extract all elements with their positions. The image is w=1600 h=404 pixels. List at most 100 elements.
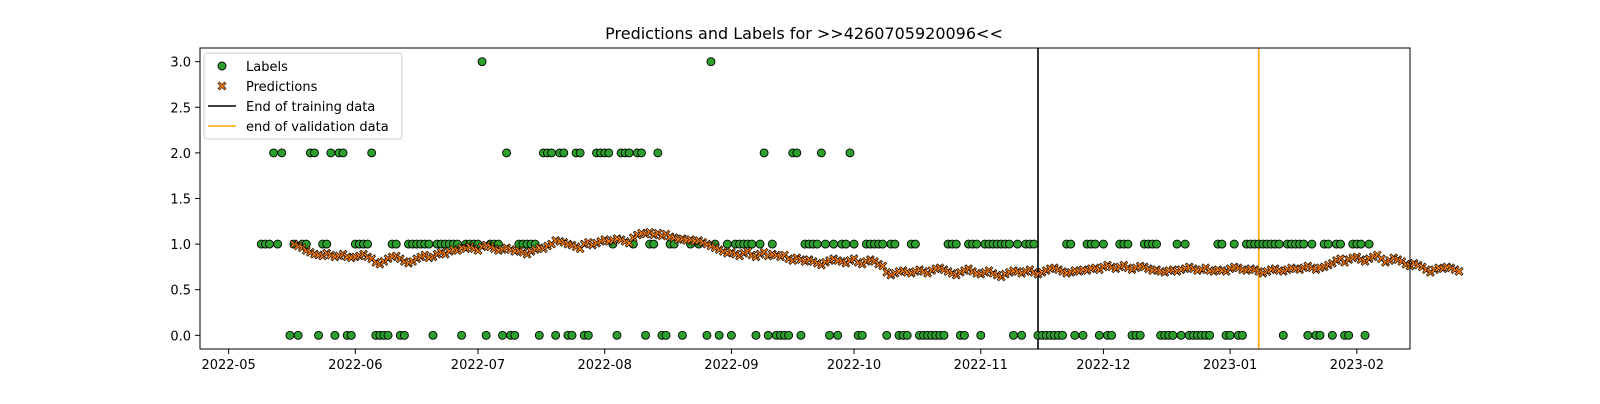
- x-tick-label: 2022-07: [451, 358, 505, 373]
- x-tick-label: 2022-12: [1076, 358, 1130, 373]
- label-point: [265, 239, 274, 249]
- label-point: [910, 239, 920, 249]
- label-point: [833, 330, 843, 340]
- label-point: [706, 57, 716, 67]
- label-point: [649, 239, 659, 249]
- legend-predictions-marker: [217, 81, 227, 91]
- label-point: [829, 239, 839, 249]
- label-point: [841, 239, 851, 249]
- label-point: [1229, 239, 1239, 249]
- label-point: [481, 330, 491, 340]
- label-point: [1009, 330, 1018, 340]
- label-point: [612, 330, 622, 340]
- label-point: [1205, 330, 1215, 340]
- label-point: [1070, 330, 1080, 340]
- legend-labels-marker: [217, 61, 227, 71]
- label-point: [1098, 239, 1108, 249]
- label-point: [1360, 330, 1370, 340]
- label-point: [792, 148, 802, 158]
- label-point: [1299, 239, 1309, 249]
- label-point: [1058, 330, 1067, 340]
- label-point: [559, 148, 569, 158]
- label-point: [951, 239, 961, 249]
- y-tick-label: 2.5: [170, 101, 191, 116]
- label-point: [1180, 239, 1190, 249]
- label-point: [702, 330, 712, 340]
- label-point: [293, 330, 303, 340]
- label-point: [939, 330, 949, 340]
- label-point: [1172, 239, 1182, 249]
- label-point: [1364, 239, 1374, 249]
- legend: Labels Predictions End of training data end…: [203, 52, 403, 140]
- label-point: [1029, 239, 1039, 249]
- label-point: [477, 57, 487, 67]
- label-point: [812, 239, 822, 249]
- label-point: [816, 148, 826, 158]
- label-point: [796, 330, 806, 340]
- label-point: [346, 330, 356, 340]
- label-point: [784, 330, 794, 340]
- label-point: [857, 330, 867, 340]
- label-point: [726, 330, 736, 340]
- label-point: [424, 239, 434, 249]
- label-point: [428, 330, 438, 340]
- axes: 2022-05 2022-06 2022-07 2022-08 2022-09 2022-…: [170, 56, 1384, 373]
- x-tick-label: 2022-06: [328, 358, 382, 373]
- label-point: [759, 148, 769, 158]
- y-tick-label: 2.0: [170, 147, 191, 162]
- label-point: [1303, 330, 1313, 340]
- label-point: [661, 330, 671, 340]
- y-tick-label: 0.0: [170, 329, 191, 344]
- label-point: [1152, 239, 1162, 249]
- label-point: [890, 239, 900, 249]
- label-point: [882, 330, 892, 340]
- label-point: [1315, 330, 1325, 340]
- y-tick-label: 0.5: [170, 284, 191, 299]
- label-point: [367, 148, 377, 158]
- label-point: [551, 330, 561, 340]
- label-point: [1090, 239, 1100, 249]
- label-point: [399, 330, 409, 340]
- y-tick-label: 1.0: [170, 238, 191, 253]
- label-point: [1307, 239, 1317, 249]
- label-point: [575, 148, 585, 158]
- label-point: [1004, 239, 1014, 249]
- label-point: [326, 148, 336, 158]
- label-point: [820, 239, 830, 249]
- x-tick-label: 2023-01: [1203, 358, 1257, 373]
- label-point: [1327, 330, 1337, 340]
- label-point: [1107, 330, 1117, 340]
- label-point: [322, 239, 332, 249]
- label-point: [902, 330, 912, 340]
- x-tick-label: 2022-09: [704, 358, 758, 373]
- label-point: [767, 239, 777, 249]
- prediction-point: [1454, 267, 1464, 276]
- label-point: [972, 239, 982, 249]
- prediction-point: [878, 261, 888, 271]
- label-point: [534, 330, 544, 340]
- label-point: [502, 148, 512, 158]
- label-point: [624, 148, 634, 158]
- label-point: [677, 330, 687, 340]
- label-point: [976, 330, 986, 340]
- label-point: [1217, 239, 1227, 249]
- label-point: [383, 330, 393, 340]
- y-tick-label: 1.5: [170, 193, 191, 208]
- label-point: [751, 330, 761, 340]
- predictions-series: [289, 227, 1464, 282]
- label-point: [1017, 330, 1027, 340]
- label-point: [1094, 330, 1104, 340]
- legend-label: End of training data: [246, 100, 375, 115]
- x-tick-label: 2022-10: [827, 358, 881, 373]
- label-point: [755, 239, 765, 249]
- label-point: [714, 330, 724, 340]
- label-point: [547, 148, 557, 158]
- label-point: [1013, 239, 1023, 249]
- label-point: [604, 148, 614, 158]
- label-point: [330, 330, 340, 340]
- label-point: [1274, 239, 1284, 249]
- label-point: [1168, 330, 1178, 340]
- label-point: [1135, 330, 1145, 340]
